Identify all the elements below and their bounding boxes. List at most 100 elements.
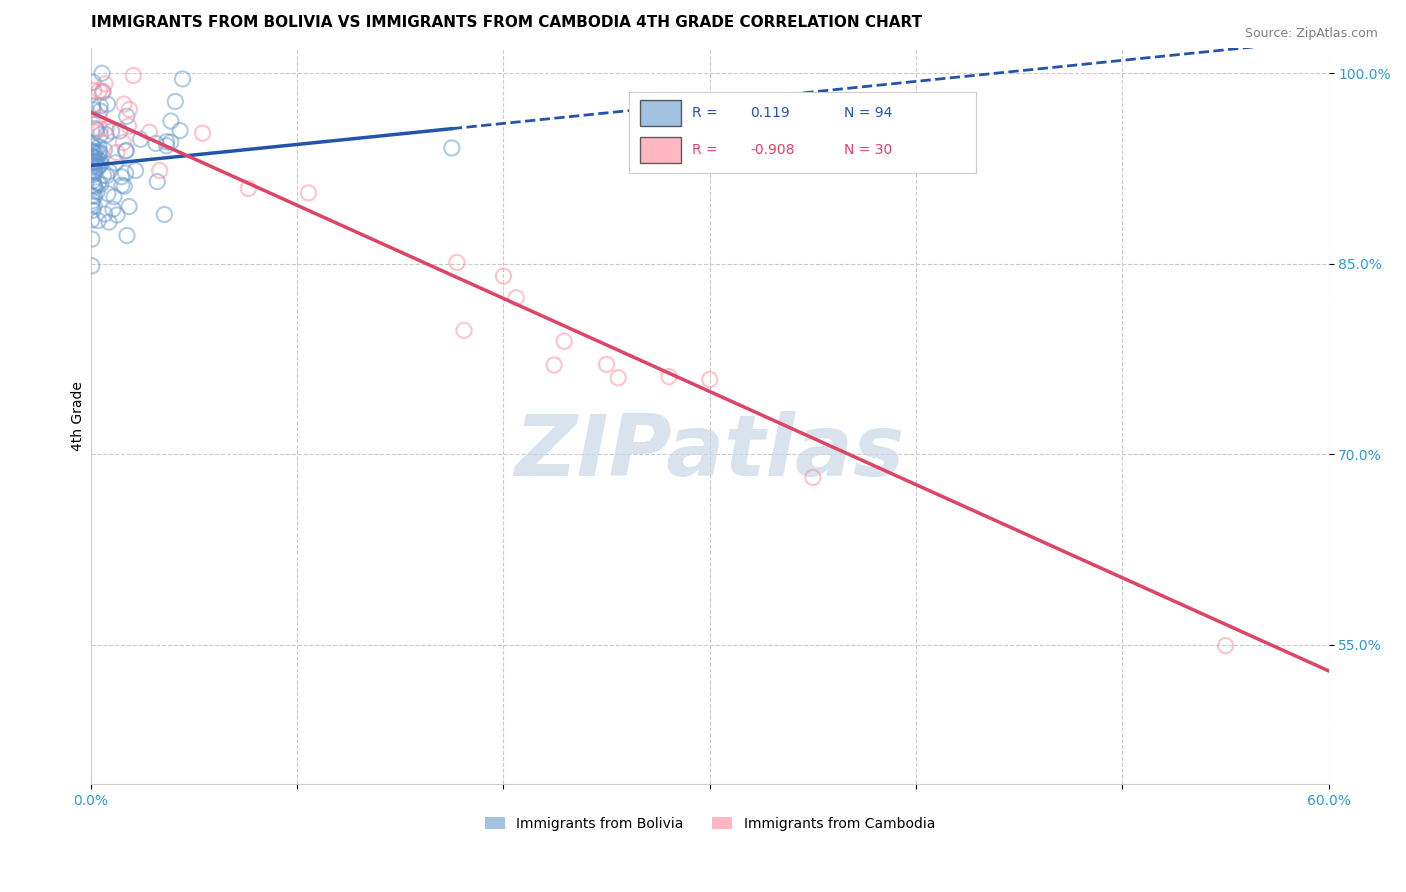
Point — [155, 138, 177, 153]
Point — [82, 149, 104, 163]
Point — [169, 123, 191, 137]
Point — [82, 99, 104, 113]
Point — [82, 168, 104, 182]
Point — [658, 369, 681, 384]
Point — [117, 119, 139, 133]
Point — [87, 161, 110, 175]
Point — [122, 69, 145, 83]
Point — [89, 154, 111, 169]
Point — [103, 190, 125, 204]
Point — [89, 128, 111, 142]
Point — [699, 372, 721, 386]
Point — [104, 156, 127, 170]
Point — [87, 146, 110, 161]
Point — [124, 163, 146, 178]
Point — [87, 139, 110, 153]
Point — [83, 156, 105, 170]
Point — [118, 200, 141, 214]
Point — [80, 196, 103, 211]
Point — [84, 154, 107, 169]
Point — [101, 202, 124, 216]
Point — [100, 124, 122, 138]
Point — [105, 145, 128, 160]
Point — [114, 166, 136, 180]
Point — [553, 334, 575, 349]
Point — [595, 358, 617, 372]
Point — [83, 83, 105, 97]
Point — [446, 255, 468, 269]
Point — [83, 146, 105, 161]
Point — [238, 181, 260, 195]
Point — [82, 174, 104, 188]
Point — [84, 155, 107, 169]
Point — [112, 179, 135, 194]
Point — [160, 114, 183, 128]
Point — [86, 185, 108, 199]
Point — [82, 145, 104, 160]
Point — [82, 150, 104, 164]
Point — [145, 136, 167, 151]
Point — [83, 178, 105, 192]
Point — [440, 141, 463, 155]
Text: ZIPatlas: ZIPatlas — [515, 411, 905, 494]
Point — [80, 149, 103, 163]
Point — [82, 160, 104, 174]
Point — [453, 323, 475, 337]
Point — [112, 97, 135, 112]
Point — [89, 99, 111, 113]
Point — [83, 199, 105, 213]
Point — [89, 111, 111, 125]
Point — [97, 186, 120, 201]
Point — [89, 84, 111, 98]
Point — [84, 145, 107, 159]
Point — [83, 154, 105, 169]
Point — [108, 124, 131, 138]
Point — [91, 66, 114, 80]
Point — [89, 146, 111, 161]
Text: IMMIGRANTS FROM BOLIVIA VS IMMIGRANTS FROM CAMBODIA 4TH GRADE CORRELATION CHART: IMMIGRANTS FROM BOLIVIA VS IMMIGRANTS FR… — [91, 15, 922, 30]
Point — [87, 177, 110, 191]
Point — [492, 269, 515, 284]
Point — [90, 178, 112, 192]
Point — [83, 189, 105, 203]
Point — [156, 135, 179, 149]
Point — [91, 85, 114, 99]
Point — [82, 139, 104, 153]
Point — [801, 470, 824, 484]
Point — [83, 180, 105, 194]
Point — [191, 126, 214, 140]
Point — [80, 232, 103, 246]
Point — [96, 97, 118, 112]
Point — [89, 157, 111, 171]
Point — [112, 136, 135, 150]
Point — [89, 145, 111, 159]
Point — [149, 163, 172, 178]
Point — [105, 208, 128, 222]
Point — [93, 207, 115, 221]
Point — [114, 144, 136, 158]
Point — [129, 132, 152, 146]
Point — [110, 169, 132, 184]
Point — [80, 259, 103, 273]
Point — [82, 103, 104, 117]
Point — [172, 71, 194, 86]
Point — [86, 123, 108, 137]
Point — [87, 213, 110, 227]
Point — [82, 75, 104, 89]
Point — [138, 125, 160, 139]
Point — [115, 228, 138, 243]
Point — [82, 178, 104, 193]
Point — [82, 203, 104, 218]
Point — [98, 164, 121, 178]
Point — [93, 169, 115, 183]
Point — [80, 213, 103, 227]
Point — [96, 169, 118, 183]
Point — [89, 122, 111, 136]
Point — [115, 144, 138, 158]
Point — [80, 189, 103, 203]
Point — [94, 77, 117, 91]
Point — [89, 104, 111, 119]
Point — [91, 84, 114, 98]
Point — [111, 178, 134, 193]
Point — [93, 143, 115, 157]
